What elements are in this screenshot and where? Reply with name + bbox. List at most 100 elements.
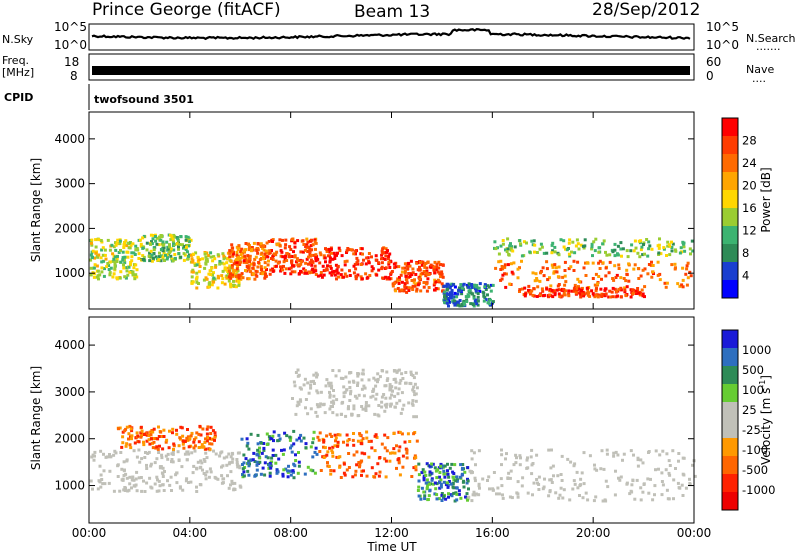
power-cell <box>384 247 388 251</box>
velocity-cell <box>458 475 462 479</box>
velocity-cell <box>575 470 579 474</box>
power-cell <box>305 237 309 241</box>
power-cell <box>476 295 480 299</box>
velocity-cell <box>304 398 308 401</box>
power-cell <box>649 263 653 267</box>
velocity-cell <box>508 495 512 499</box>
velocity-cell <box>331 454 335 458</box>
power-cell <box>676 282 680 286</box>
velocity-cell <box>205 456 209 460</box>
power-cell <box>247 242 250 246</box>
velocity-cell <box>668 473 672 477</box>
velocity-cell <box>362 384 366 388</box>
power-cell <box>311 243 315 247</box>
velocity-cell <box>146 452 150 455</box>
power-cell <box>96 269 100 273</box>
velocity-cell <box>442 494 446 498</box>
power-cell <box>622 277 626 280</box>
velocity-cell <box>492 471 496 474</box>
velocity-cell <box>432 482 435 486</box>
velocity-cell <box>132 449 136 453</box>
velocity-cell <box>312 430 316 434</box>
velocity-cell <box>314 410 318 414</box>
velocity-cell <box>355 463 359 467</box>
power-cell <box>501 273 505 277</box>
velocity-cell <box>428 464 432 468</box>
velocity-cell <box>140 429 144 433</box>
colorbar-tick-label: 25 <box>742 403 757 417</box>
velocity-cell <box>246 441 250 445</box>
velocity-cell <box>287 464 290 468</box>
velocity-cell <box>411 399 415 403</box>
power-cell <box>252 262 256 266</box>
freq-tick-top: 18 <box>64 55 79 69</box>
power-cell <box>112 245 116 249</box>
power-cell <box>133 277 137 281</box>
velocity-cell <box>434 487 438 491</box>
velocity-cell <box>390 385 394 389</box>
velocity-cell <box>151 446 155 450</box>
velocity-cell <box>665 488 669 492</box>
velocity-cell <box>328 432 332 436</box>
power-cell <box>640 245 644 249</box>
power-cell <box>591 277 595 280</box>
velocity-cell <box>181 488 185 492</box>
power-cell <box>685 267 689 271</box>
velocity-cell <box>605 452 609 456</box>
power-cell <box>361 252 364 256</box>
velocity-cell <box>182 446 186 450</box>
nsky-tick-top: 10^5 <box>54 20 87 34</box>
power-cell <box>424 261 428 265</box>
power-cell <box>486 293 489 297</box>
power-cell <box>542 274 546 278</box>
power-cell <box>355 256 359 260</box>
velocity-cell <box>473 479 477 483</box>
power-cell <box>404 274 408 278</box>
velocity-cell <box>677 452 681 455</box>
power-cell <box>567 289 571 293</box>
power-cell <box>574 244 578 248</box>
colorbar-segment <box>722 366 738 385</box>
power-cell <box>279 254 283 258</box>
velocity-cell <box>229 455 233 459</box>
velocity-cell <box>281 474 285 478</box>
power-cell <box>278 243 282 247</box>
power-cell <box>244 257 248 261</box>
power-cell <box>182 252 186 256</box>
velocity-cell <box>270 456 274 460</box>
velocity-cell <box>102 469 106 473</box>
velocity-cell <box>319 402 323 406</box>
power-cell <box>169 254 173 258</box>
velocity-cell <box>328 407 332 411</box>
velocity-cell <box>355 450 359 454</box>
velocity-cell <box>295 404 299 408</box>
velocity-cell <box>573 482 577 486</box>
power-cell <box>163 259 166 262</box>
velocity-cell <box>403 440 407 444</box>
velocity-cell <box>376 462 380 466</box>
power-cell <box>516 267 520 271</box>
velocity-cell <box>605 448 609 452</box>
power-cell <box>142 255 146 259</box>
power-cell <box>617 267 621 270</box>
velocity-cell <box>526 456 529 460</box>
power-cell <box>333 257 337 260</box>
power-cell <box>290 270 294 274</box>
velocity-cell <box>409 382 413 386</box>
velocity-cell <box>174 473 178 477</box>
power-cell <box>392 262 396 266</box>
power-cell <box>287 267 291 271</box>
velocity-cell <box>96 487 100 491</box>
velocity-cell <box>359 441 363 445</box>
power-cell <box>95 264 99 268</box>
power-cell <box>427 286 431 289</box>
power-cell <box>183 244 187 248</box>
velocity-cell <box>112 489 116 493</box>
velocity-cell <box>242 461 246 465</box>
power-cell <box>608 289 612 293</box>
power-cell <box>232 268 236 272</box>
power-cell <box>471 303 475 306</box>
velocity-cell <box>579 477 583 481</box>
power-cell <box>619 276 623 280</box>
velocity-cell <box>197 440 201 444</box>
